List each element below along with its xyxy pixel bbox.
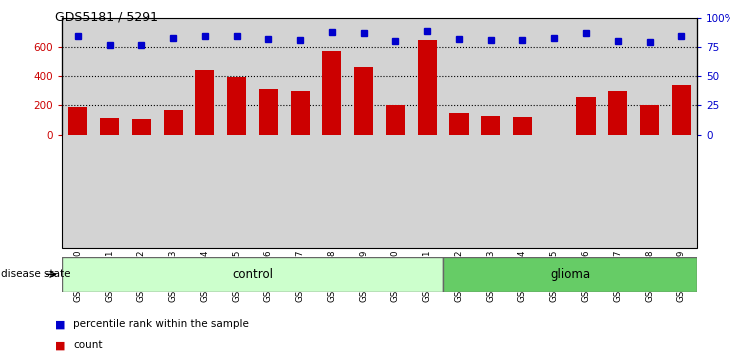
Bar <box>386 104 405 135</box>
Text: ■: ■ <box>55 319 65 329</box>
Text: percentile rank within the sample: percentile rank within the sample <box>73 319 249 329</box>
Bar <box>513 117 532 135</box>
Bar <box>354 67 373 135</box>
Bar <box>62 257 443 292</box>
Bar <box>577 97 596 135</box>
Bar <box>450 113 469 135</box>
Text: GDS5181 / 5291: GDS5181 / 5291 <box>55 11 158 24</box>
Bar <box>672 85 691 135</box>
Bar <box>481 115 500 135</box>
Bar <box>608 91 627 135</box>
Bar <box>418 40 437 135</box>
Bar <box>291 91 310 135</box>
Bar <box>69 107 88 135</box>
Text: glioma: glioma <box>550 268 590 281</box>
Bar <box>196 70 215 135</box>
Bar <box>132 119 151 135</box>
Bar <box>323 51 342 135</box>
Text: count: count <box>73 341 102 350</box>
Bar <box>164 110 182 135</box>
Bar <box>100 119 119 135</box>
Text: control: control <box>232 268 273 281</box>
Bar <box>259 88 278 135</box>
Bar <box>443 257 697 292</box>
Text: disease state: disease state <box>1 269 70 279</box>
Text: ■: ■ <box>55 341 65 350</box>
Bar <box>640 104 659 135</box>
Bar <box>227 77 246 135</box>
